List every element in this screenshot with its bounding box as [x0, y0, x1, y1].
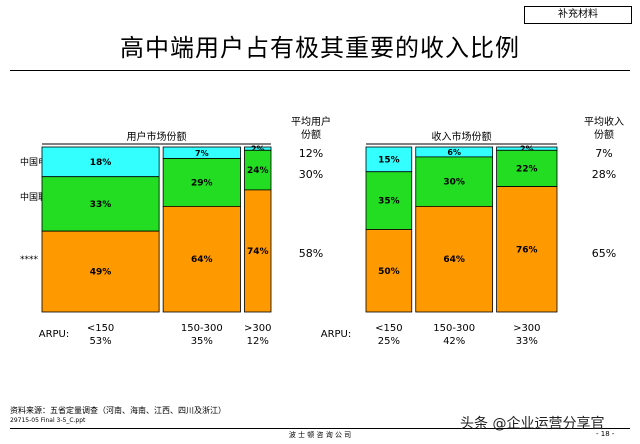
arpu-label: ARPU: — [39, 329, 70, 340]
segment-value-label: 76% — [516, 245, 538, 255]
segment-value-label: 6% — [447, 148, 461, 157]
avg-value: 30% — [299, 168, 323, 181]
footer-source: 资料来源：五省定量调查（河南、海南、江西、四川及浙江） — [10, 406, 226, 415]
avg-value: 65% — [592, 247, 616, 260]
segment-**** — [41, 230, 160, 313]
segment-**** — [496, 186, 558, 313]
page-title: 高中端用户占有极其重要的收入比例 — [120, 34, 520, 62]
category-weight-label: 12% — [247, 336, 269, 347]
category-label: 150-300 — [433, 323, 475, 334]
category-weight-label: 33% — [516, 336, 538, 347]
category-weight-label: 53% — [89, 336, 111, 347]
arpu-label: ARPU: — [321, 329, 352, 340]
category-label: <150 — [375, 323, 402, 334]
segment-value-label: 29% — [191, 178, 213, 188]
category-weight-label: 42% — [443, 336, 465, 347]
segment-**** — [365, 229, 413, 313]
segment-中国联通 — [365, 171, 413, 230]
avg-value: 28% — [592, 168, 616, 181]
segment-**** — [244, 189, 272, 313]
category-label: >300 — [513, 323, 540, 334]
segment-**** — [415, 205, 494, 313]
avg-header-line2: 份额 — [301, 128, 321, 141]
chart-title: 收入市场份额 — [432, 130, 492, 143]
segment-value-label: 74% — [247, 247, 269, 257]
category-weight-label: 25% — [378, 336, 400, 347]
segment-value-label: 64% — [443, 255, 465, 265]
segment-**** — [162, 205, 241, 313]
segment-中国联通 — [415, 156, 494, 207]
footer-filename: 29715-05 Final 3-5_C.ppt — [10, 417, 86, 424]
avg-header-line1: 平均收入 — [584, 115, 624, 128]
avg-value: 7% — [595, 147, 612, 160]
segment-中国联通 — [496, 149, 558, 188]
segment-中国联通 — [41, 176, 160, 232]
chart-title: 用户市场份额 — [127, 130, 187, 143]
segment-value-label: 24% — [247, 166, 269, 176]
segment-value-label: 22% — [516, 164, 538, 174]
avg-value: 58% — [299, 247, 323, 260]
footer-divider — [10, 428, 630, 429]
segment-value-label: 7% — [195, 149, 209, 158]
page-number: - 18 - — [596, 430, 615, 438]
segment-value-label: 18% — [90, 158, 112, 168]
watermark-text: 头条 @企业运营分享官 — [460, 416, 605, 432]
avg-header-line2: 份额 — [594, 128, 614, 141]
segment-value-label: 49% — [90, 268, 112, 278]
segment-value-label: 15% — [378, 155, 400, 165]
avg-value: 12% — [299, 147, 323, 160]
segment-中国电信 — [365, 146, 413, 173]
title-divider — [10, 70, 630, 71]
segment-value-label: 64% — [191, 255, 213, 265]
footer-company: 波 士 顿 咨 询 公 司 — [288, 431, 352, 439]
category-label: 150-300 — [181, 323, 223, 334]
segment-value-label: 50% — [378, 267, 400, 277]
row-label: **** — [20, 255, 39, 265]
category-label: <150 — [87, 323, 114, 334]
segment-中国联通 — [162, 158, 241, 207]
category-label: >300 — [244, 323, 271, 334]
category-weight-label: 35% — [191, 336, 213, 347]
segment-value-label: 35% — [378, 197, 400, 207]
segment-value-label: 2% — [520, 145, 534, 154]
segment-value-label: 33% — [90, 200, 112, 210]
segment-value-label: 2% — [251, 145, 265, 154]
supplementary-tag: 补充材料 — [524, 6, 632, 24]
segment-value-label: 30% — [443, 178, 465, 188]
avg-header-line1: 平均用户 — [291, 115, 331, 128]
